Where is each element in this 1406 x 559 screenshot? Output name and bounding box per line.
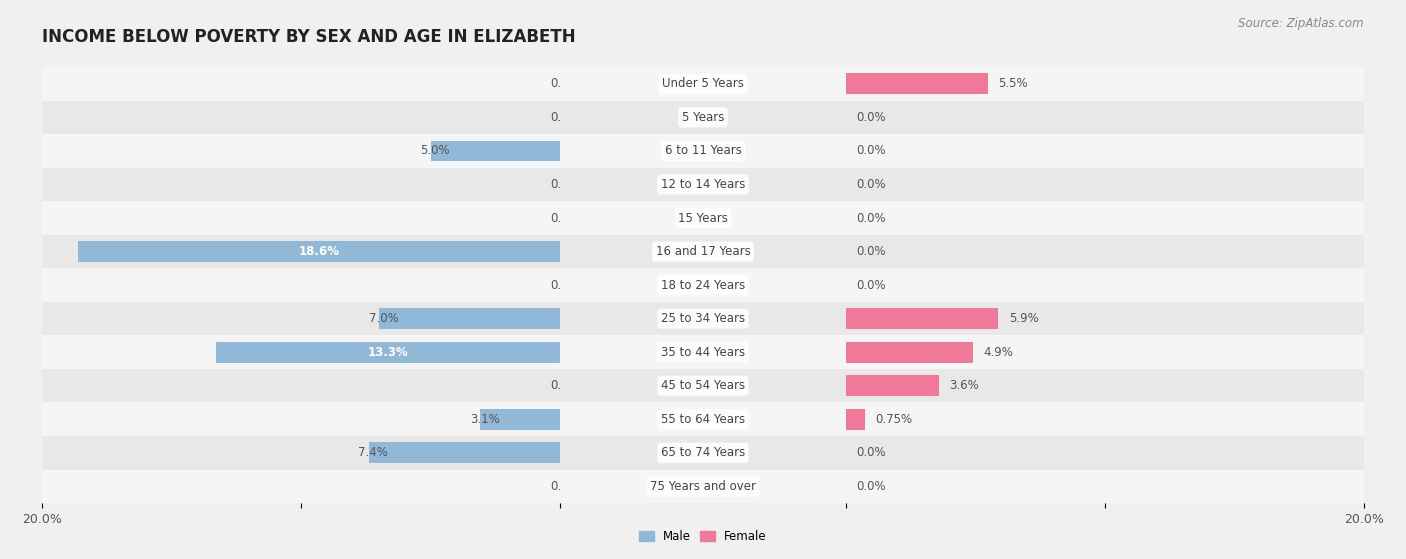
Bar	[845, 470, 1364, 503]
Text: 7.4%: 7.4%	[359, 446, 388, 459]
Text: 3.1%: 3.1%	[470, 413, 499, 426]
Text: 0.0%: 0.0%	[856, 446, 886, 459]
Bar	[561, 335, 845, 369]
Bar	[845, 67, 1364, 101]
Bar	[561, 268, 845, 302]
Bar	[845, 134, 1364, 168]
Text: 35 to 44 Years: 35 to 44 Years	[661, 345, 745, 359]
Bar	[42, 134, 561, 168]
Bar	[845, 409, 865, 430]
Bar	[561, 436, 845, 470]
Text: 12 to 14 Years: 12 to 14 Years	[661, 178, 745, 191]
Bar	[845, 168, 1364, 201]
Text: 55 to 64 Years: 55 to 64 Years	[661, 413, 745, 426]
Text: 5.0%: 5.0%	[420, 144, 450, 158]
Text: 5 Years: 5 Years	[682, 111, 724, 124]
Bar	[42, 201, 561, 235]
Bar	[42, 67, 561, 101]
Bar	[845, 101, 1364, 134]
Bar	[42, 335, 561, 369]
Bar	[380, 308, 561, 329]
Bar	[479, 409, 561, 430]
Bar	[430, 140, 561, 162]
Bar	[845, 308, 998, 329]
Bar	[845, 402, 1364, 436]
Text: 0.0%: 0.0%	[856, 480, 886, 493]
Bar	[561, 201, 845, 235]
Bar	[561, 134, 845, 168]
Bar	[42, 402, 561, 436]
Bar	[845, 302, 1364, 335]
Bar	[561, 302, 845, 335]
Text: 0.0%: 0.0%	[550, 178, 579, 191]
Text: 0.0%: 0.0%	[856, 178, 886, 191]
Text: 25 to 34 Years: 25 to 34 Years	[661, 312, 745, 325]
Bar	[845, 375, 939, 396]
Text: 0.0%: 0.0%	[856, 278, 886, 292]
Bar	[845, 335, 1364, 369]
Bar	[42, 101, 561, 134]
Bar	[42, 168, 561, 201]
Bar	[42, 302, 561, 335]
Bar	[561, 402, 845, 436]
Text: 0.75%: 0.75%	[876, 413, 912, 426]
Text: 0.0%: 0.0%	[550, 111, 579, 124]
Text: 7.0%: 7.0%	[368, 312, 398, 325]
Bar	[42, 235, 561, 268]
Bar	[561, 168, 845, 201]
Text: 18 to 24 Years: 18 to 24 Years	[661, 278, 745, 292]
Bar	[845, 201, 1364, 235]
Bar	[215, 342, 561, 363]
Bar	[561, 470, 845, 503]
Text: 0.0%: 0.0%	[550, 77, 579, 91]
Bar	[561, 67, 845, 101]
Text: 65 to 74 Years: 65 to 74 Years	[661, 446, 745, 459]
Text: Source: ZipAtlas.com: Source: ZipAtlas.com	[1239, 17, 1364, 30]
Text: 3.6%: 3.6%	[949, 379, 979, 392]
Bar	[561, 101, 845, 134]
Text: 0.0%: 0.0%	[856, 144, 886, 158]
Bar	[561, 369, 845, 402]
Legend: Male, Female: Male, Female	[634, 525, 772, 547]
Bar	[42, 470, 561, 503]
Bar	[42, 369, 561, 402]
Text: 0.0%: 0.0%	[550, 211, 579, 225]
Text: 18.6%: 18.6%	[299, 245, 340, 258]
Bar	[368, 442, 561, 463]
Bar	[845, 73, 988, 94]
Bar	[79, 241, 561, 262]
Text: 13.3%: 13.3%	[368, 345, 409, 359]
Text: 15 Years: 15 Years	[678, 211, 728, 225]
Text: 45 to 54 Years: 45 to 54 Years	[661, 379, 745, 392]
Text: 0.0%: 0.0%	[550, 278, 579, 292]
Bar	[845, 235, 1364, 268]
Text: 0.0%: 0.0%	[856, 211, 886, 225]
Text: 75 Years and over: 75 Years and over	[650, 480, 756, 493]
Text: INCOME BELOW POVERTY BY SEX AND AGE IN ELIZABETH: INCOME BELOW POVERTY BY SEX AND AGE IN E…	[42, 28, 576, 46]
Text: 0.0%: 0.0%	[550, 379, 579, 392]
Bar	[845, 342, 973, 363]
Text: 0.0%: 0.0%	[856, 245, 886, 258]
Bar	[561, 235, 845, 268]
Text: 5.9%: 5.9%	[1008, 312, 1039, 325]
Text: 4.9%: 4.9%	[983, 345, 1012, 359]
Bar	[845, 436, 1364, 470]
Bar	[845, 268, 1364, 302]
Text: 0.0%: 0.0%	[856, 111, 886, 124]
Bar	[845, 369, 1364, 402]
Text: 0.0%: 0.0%	[550, 480, 579, 493]
Bar	[42, 268, 561, 302]
Text: 6 to 11 Years: 6 to 11 Years	[665, 144, 741, 158]
Text: 16 and 17 Years: 16 and 17 Years	[655, 245, 751, 258]
Text: 5.5%: 5.5%	[998, 77, 1028, 91]
Bar	[42, 436, 561, 470]
Text: Under 5 Years: Under 5 Years	[662, 77, 744, 91]
